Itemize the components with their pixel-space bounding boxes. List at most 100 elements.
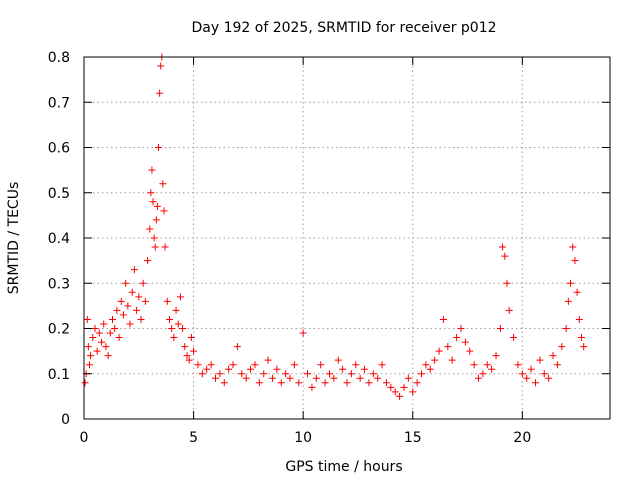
x-tick-label: 10	[294, 430, 312, 446]
data-point	[225, 365, 233, 373]
data-point	[273, 365, 281, 373]
data-point	[569, 243, 577, 251]
data-point	[444, 343, 452, 351]
data-point	[312, 374, 320, 382]
data-point	[144, 257, 152, 265]
y-tick-label: 0.8	[48, 50, 70, 66]
data-point	[448, 356, 456, 364]
data-point	[153, 202, 161, 210]
data-point	[141, 297, 149, 305]
data-point	[409, 388, 417, 396]
data-point	[536, 356, 544, 364]
data-point	[255, 379, 263, 387]
data-point	[523, 374, 531, 382]
data-point	[100, 320, 108, 328]
data-point	[549, 352, 557, 360]
data-point	[89, 334, 97, 342]
data-point	[207, 361, 215, 369]
data-point	[391, 388, 399, 396]
tick-labels: 0 0.1 0.2 0.3 0.4 0.5 0.6 0.7 0.8 0 5 10 15 20	[48, 50, 532, 446]
data-point	[330, 374, 338, 382]
data-point	[439, 315, 447, 323]
data-point	[295, 379, 303, 387]
data-point	[170, 334, 178, 342]
y-axis-label: SRMTID / TECUs	[6, 182, 22, 295]
data-point	[540, 370, 548, 378]
data-point	[194, 361, 202, 369]
data-point	[505, 306, 513, 314]
data-point	[492, 352, 500, 360]
data-point	[461, 338, 469, 346]
data-point	[483, 361, 491, 369]
data-point	[150, 234, 158, 242]
data-point	[573, 288, 581, 296]
data-point	[174, 320, 182, 328]
data-point	[567, 279, 575, 287]
data-point	[168, 325, 176, 332]
data-point	[562, 325, 570, 332]
y-tick-label: 0.7	[48, 95, 70, 111]
data-point	[126, 320, 134, 328]
data-point	[135, 293, 143, 301]
data-point	[356, 374, 364, 382]
data-point	[396, 392, 404, 400]
data-point	[95, 329, 103, 337]
data-point	[575, 315, 583, 323]
data-point	[137, 315, 145, 323]
data-point	[277, 379, 285, 387]
data-point	[453, 334, 461, 342]
data-point	[124, 302, 132, 310]
y-tick-label: 0.1	[48, 367, 70, 383]
data-point	[531, 379, 539, 387]
data-point	[347, 370, 355, 378]
data-point	[457, 325, 465, 332]
data-point	[378, 361, 386, 369]
data-point	[426, 365, 434, 373]
data-point	[149, 198, 157, 206]
data-point	[361, 365, 369, 373]
data-point	[580, 343, 588, 351]
data-point	[83, 315, 91, 323]
data-point	[104, 352, 112, 360]
data-point	[488, 365, 496, 373]
data-point	[475, 374, 482, 382]
data-point	[181, 343, 189, 351]
data-point	[466, 347, 474, 355]
data-point	[553, 361, 561, 369]
data-point	[160, 207, 168, 215]
data-point	[264, 356, 272, 364]
data-point	[133, 306, 141, 314]
plot-frame	[83, 56, 611, 420]
data-point	[499, 243, 507, 251]
data-point	[558, 343, 566, 351]
y-tick-label: 0.4	[48, 231, 70, 247]
data-point	[122, 279, 130, 287]
data-point	[413, 379, 421, 387]
data-point	[108, 315, 116, 323]
data-point	[84, 343, 92, 351]
data-point	[172, 306, 180, 314]
data-point	[155, 144, 163, 151]
data-point	[176, 293, 184, 301]
data-point	[369, 370, 377, 378]
y-tick-label: 0.6	[48, 141, 70, 157]
data-point	[87, 352, 95, 360]
data-point	[216, 370, 224, 378]
data-point	[251, 361, 259, 369]
data-point	[518, 370, 526, 378]
data-point	[147, 189, 155, 197]
data-point	[503, 279, 511, 287]
data-point	[431, 356, 439, 364]
data-point	[382, 379, 390, 387]
data-point	[159, 180, 167, 188]
data-point	[238, 370, 246, 378]
data-point	[128, 288, 136, 296]
data-point	[179, 325, 187, 332]
data-point	[233, 343, 241, 351]
data-point	[321, 379, 329, 387]
data-point	[157, 62, 165, 70]
y-tick-label: 0.3	[48, 276, 70, 292]
data-point	[304, 370, 312, 378]
grid-lines	[84, 57, 610, 419]
data-point	[343, 379, 351, 387]
